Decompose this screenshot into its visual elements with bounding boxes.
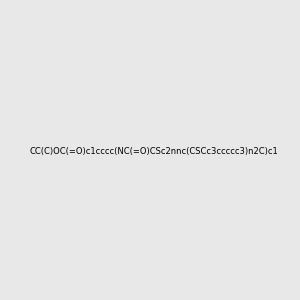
Text: CC(C)OC(=O)c1cccc(NC(=O)CSc2nnc(CSCc3ccccc3)n2C)c1: CC(C)OC(=O)c1cccc(NC(=O)CSc2nnc(CSCc3ccc… [29, 147, 278, 156]
